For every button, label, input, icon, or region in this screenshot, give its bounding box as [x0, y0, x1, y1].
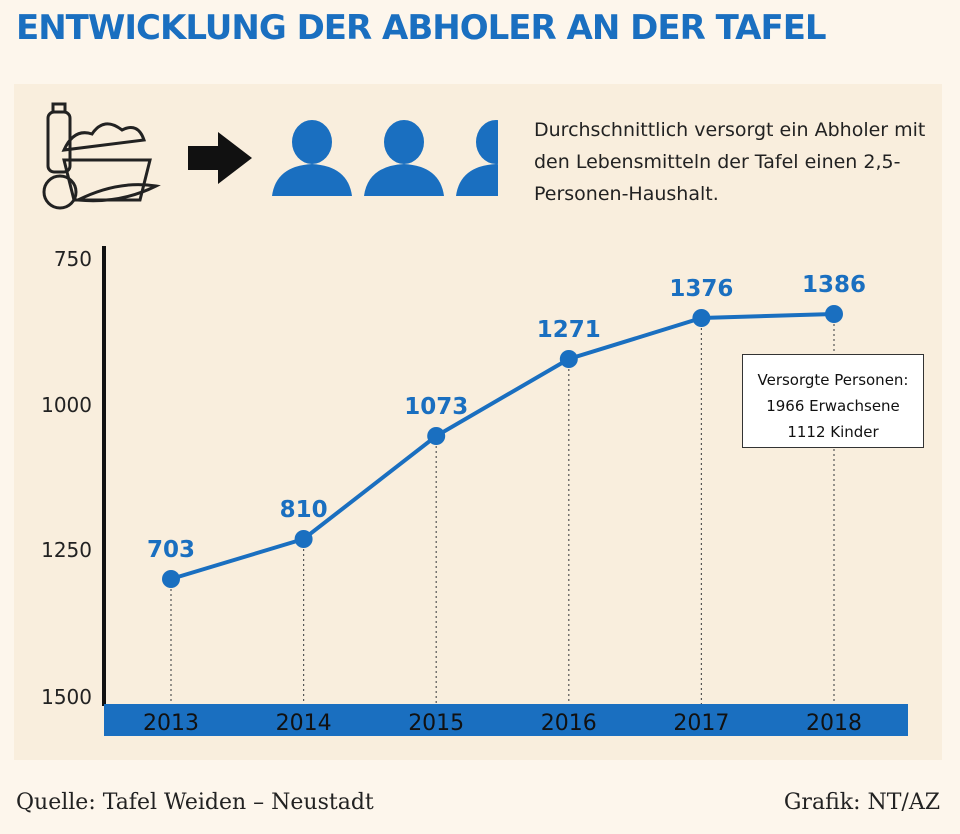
callout-line-1: Versorgte Personen: — [757, 371, 909, 389]
x-tick-label: 2013 — [143, 711, 199, 736]
drop-lines — [170, 314, 835, 704]
x-tick-label: 2017 — [673, 711, 729, 736]
data-point — [825, 305, 843, 323]
data-point — [294, 530, 313, 548]
data-point — [692, 309, 711, 327]
data-label: 810 — [280, 497, 328, 523]
x-axis-band — [104, 704, 908, 736]
chart-title: ENTWICKLUNG DER ABHOLER AN DER TAFEL — [16, 8, 827, 48]
y-tick-label: 1000 — [41, 393, 92, 417]
series-line — [170, 312, 835, 581]
source-text: Quelle: Tafel Weiden – Neustadt — [16, 790, 374, 815]
callout-box: Versorgte Personen: 1966 Erwachsene 1112… — [742, 354, 924, 448]
x-tick-label: 2014 — [276, 711, 332, 736]
y-tick-labels: 750 1000 1250 1500 — [41, 247, 92, 709]
data-label: 1376 — [669, 276, 733, 302]
callout-line-3: 1112 Kinder — [787, 423, 879, 441]
y-tick-label: 750 — [54, 247, 92, 271]
arrow-right-icon — [188, 132, 252, 184]
callout-line-2: 1966 Erwachsene — [766, 397, 900, 415]
data-label: 1271 — [537, 317, 601, 343]
data-points — [162, 305, 843, 588]
person-icon — [272, 120, 352, 196]
data-labels: 703 810 1073 1271 1376 1386 — [147, 272, 866, 563]
person-half-icon — [456, 120, 498, 196]
data-label: 703 — [147, 537, 195, 563]
household-note: Durchschnittlich versorgt ein Abholer mi… — [534, 119, 926, 205]
person-icon — [364, 120, 444, 196]
y-tick-label: 1500 — [41, 685, 92, 709]
x-tick-label: 2015 — [408, 711, 464, 736]
x-tick-label: 2018 — [806, 711, 862, 736]
x-tick-label: 2016 — [541, 711, 597, 736]
data-point — [559, 350, 578, 368]
data-label: 1073 — [404, 394, 468, 420]
data-point — [427, 427, 446, 445]
credit-text: Grafik: NT/AZ — [783, 790, 940, 815]
groceries-icon — [42, 102, 161, 210]
data-point — [162, 570, 180, 588]
x-tick-labels: 2013 2014 2015 2016 2017 2018 — [143, 711, 862, 736]
y-tick-label: 1250 — [41, 538, 92, 562]
data-label: 1386 — [802, 272, 866, 298]
